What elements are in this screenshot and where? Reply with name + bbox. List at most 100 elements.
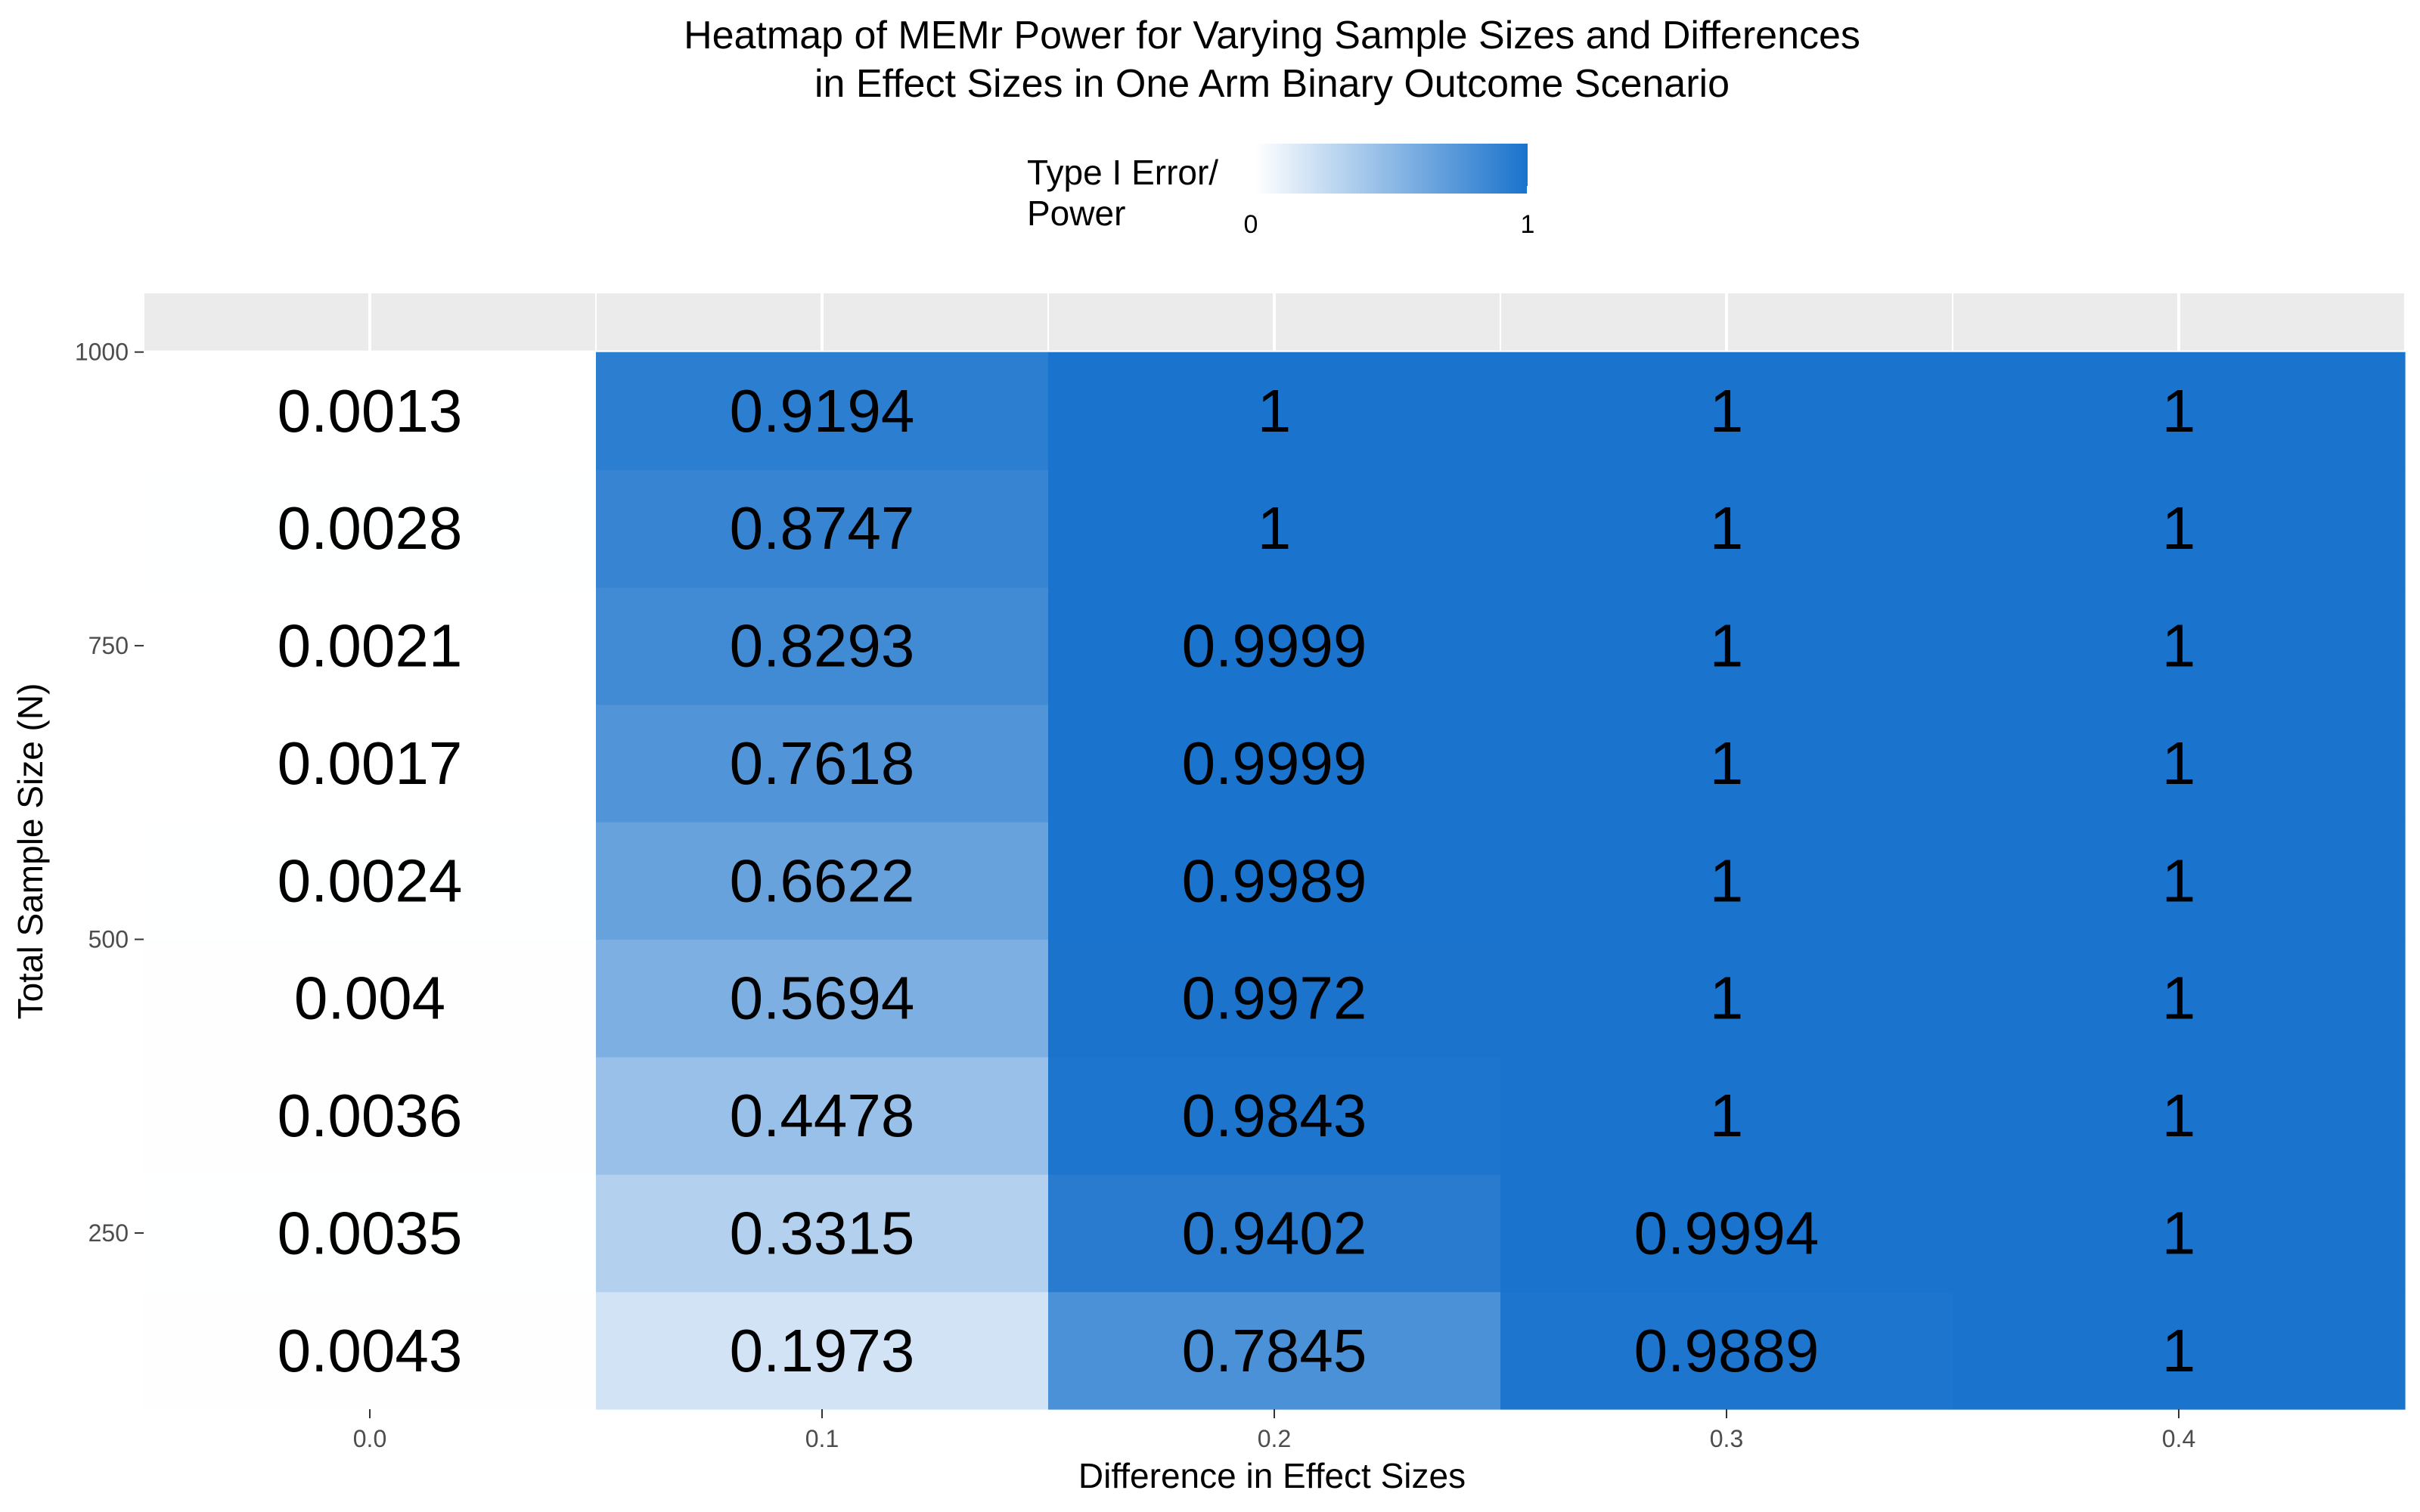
cell-value-label: 0.0021	[278, 612, 463, 680]
cell-value-label: 0.9989	[1182, 847, 1367, 914]
heatmap-cell	[1953, 469, 2406, 588]
cell-value-label: 0.7845	[1182, 1317, 1367, 1384]
cell-value-label: 0.9972	[1182, 965, 1367, 1032]
heatmap-cell	[1500, 1174, 1953, 1293]
heatmap-cell	[1953, 1291, 2406, 1410]
cell-value-label: 1	[2162, 730, 2196, 797]
heatmap-cell	[1048, 939, 1501, 1058]
cell-value-label: 0.7618	[730, 730, 915, 797]
cell-value-label: 1	[2162, 1199, 2196, 1266]
cell-value-label: 1	[2162, 1317, 2196, 1384]
heatmap-cell	[1048, 1174, 1501, 1293]
heatmap-cell	[1500, 469, 1953, 588]
y-axis-title: Total Sample Size (N)	[11, 683, 50, 1020]
heatmap-cell	[596, 822, 1049, 940]
heatmap-cells	[144, 352, 2406, 1410]
heatmap-cell	[596, 704, 1049, 823]
cell-value-label: 1	[1710, 965, 1744, 1032]
y-tick-label: 1000	[75, 339, 129, 366]
cell-value-label: 1	[2162, 494, 2196, 562]
chart-title-line-1: Heatmap of MEMr Power for Varying Sample…	[684, 14, 1860, 57]
x-tick-label: 0.2	[1258, 1425, 1291, 1452]
cell-value-label: 1	[1710, 730, 1744, 797]
cell-value-label: 1	[1710, 377, 1744, 445]
heatmap-cell	[1953, 352, 2406, 470]
cell-value-label: 1	[1710, 847, 1744, 914]
heatmap-cell	[1500, 587, 1953, 705]
heatmap-cell	[1953, 587, 2406, 705]
x-tick-label: 0.1	[805, 1425, 839, 1452]
cell-value-label: 0.9994	[1634, 1199, 1820, 1266]
cell-value-label: 1	[2162, 965, 2196, 1032]
cell-value-label: 0.0013	[278, 377, 463, 445]
cell-value-labels: 0.0043 0.1973 0.7845 0.9889 1 0.0035 0.3315 0.9…	[278, 377, 2196, 1384]
cell-value-label: 0.9999	[1182, 730, 1367, 797]
cell-value-label: 1	[2162, 847, 2196, 914]
y-tick-label: 250	[88, 1219, 129, 1247]
heatmap-cell	[1500, 822, 1953, 940]
heatmap-cell	[1048, 822, 1501, 940]
heatmap-cell	[1953, 1174, 2406, 1293]
legend-colorbar	[1255, 144, 1528, 194]
cell-value-label: 0.4478	[730, 1082, 915, 1149]
cell-value-label: 0.0028	[278, 494, 463, 562]
heatmap-cell	[1048, 1056, 1501, 1175]
x-axis-title: Difference in Effect Sizes	[1078, 1456, 1466, 1495]
y-tick-label: 500	[88, 926, 129, 953]
cell-value-label: 0.9194	[730, 377, 915, 445]
cell-value-label: 0.5694	[730, 965, 915, 1032]
cell-value-label: 0.3315	[730, 1199, 915, 1266]
heatmap-cell	[596, 939, 1049, 1058]
heatmap-cell	[1048, 352, 1501, 470]
cell-value-label: 0.6622	[730, 847, 915, 914]
y-tick-label: 750	[88, 632, 129, 659]
cell-value-label: 0.8293	[730, 612, 915, 680]
heatmap-cell	[1953, 822, 2406, 940]
x-tick-label: 0.0	[353, 1425, 386, 1452]
heatmap-cell	[1953, 939, 2406, 1058]
legend-title-line-2: Power	[1027, 194, 1125, 233]
heatmap-cell	[596, 1056, 1049, 1175]
cell-value-label: 1	[1710, 1082, 1744, 1149]
cell-value-label: 1	[1258, 377, 1292, 445]
cell-value-label: 1	[1710, 494, 1744, 562]
heatmap-cell	[1048, 704, 1501, 823]
heatmap-cell	[144, 822, 597, 940]
cell-value-label: 0.0043	[278, 1317, 463, 1384]
cell-value-label: 1	[2162, 612, 2196, 680]
legend-max-label: 1	[1521, 210, 1535, 239]
cell-value-label: 0.0035	[278, 1199, 463, 1266]
heatmap-cell	[596, 587, 1049, 705]
cell-value-label: 0.9843	[1182, 1082, 1367, 1149]
heatmap-cell	[1500, 1291, 1953, 1410]
heatmap-cell	[1048, 1291, 1501, 1410]
heatmap-cell	[1953, 1056, 2406, 1175]
cell-value-label: 1	[1710, 612, 1744, 680]
cell-value-label: 0.0024	[278, 847, 463, 914]
heatmap-cell	[1500, 352, 1953, 470]
y-axis: 250 500 750 1000	[75, 339, 144, 1247]
x-tick-label: 0.3	[1710, 1425, 1743, 1452]
heatmap-cell	[1048, 469, 1501, 588]
heatmap-cell	[596, 1291, 1049, 1410]
cell-value-label: 0.8747	[730, 494, 915, 562]
cell-value-label: 1	[2162, 377, 2196, 445]
chart-title-line-2: in Effect Sizes in One Arm Binary Outcom…	[814, 62, 1730, 106]
heatmap-cell	[144, 1174, 597, 1293]
heatmap-cell	[144, 352, 597, 470]
heatmap-cell	[596, 1174, 1049, 1293]
heatmap-cell	[1500, 1056, 1953, 1175]
color-legend: Type I Error/ Power 0 1	[1027, 144, 1534, 239]
cell-value-label: 0.004	[294, 965, 445, 1032]
cell-value-label: 1	[2162, 1082, 2196, 1149]
cell-value-label: 1	[1258, 494, 1292, 562]
cell-value-label: 0.0017	[278, 730, 463, 797]
x-axis: 0.0 0.1 0.2 0.3 0.4	[353, 1409, 2195, 1452]
heatmap-cell	[1953, 704, 2406, 823]
heatmap-cell	[1500, 704, 1953, 823]
legend-min-label: 0	[1244, 210, 1258, 239]
heatmap-cell	[144, 704, 597, 823]
heatmap-cell	[144, 939, 597, 1058]
cell-value-label: 0.9999	[1182, 612, 1367, 680]
